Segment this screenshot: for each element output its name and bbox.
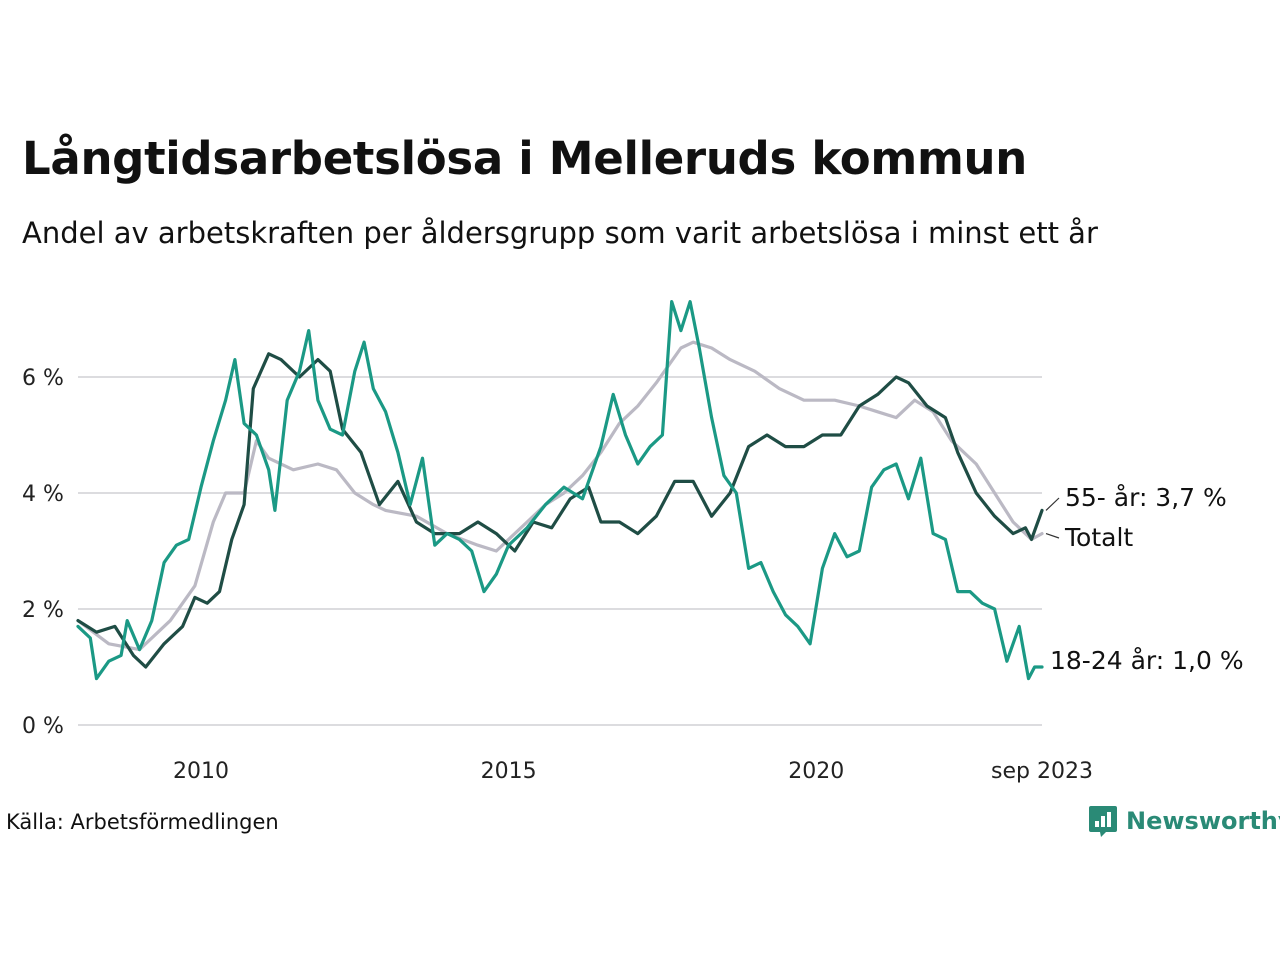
chart-title: Långtidsarbetslösa i Melleruds kommun (22, 132, 1028, 185)
y-tick-label: 2 % (22, 598, 64, 623)
series-end-label: Totalt (1064, 523, 1133, 552)
source-note: Källa: Arbetsförmedlingen (6, 810, 279, 834)
brand-logo: Newsworthy (1088, 804, 1280, 838)
series-line-18-24-r (76, 300, 1044, 681)
x-tick-label: 2020 (788, 759, 844, 784)
chart-subtitle: Andel av arbetskraften per åldersgrupp s… (22, 216, 1098, 250)
line-chart: 0 % 2 % 4 % 6 % 2010 2015 2020 sep 2023 Totalt… (22, 300, 1244, 784)
bar-chart-bubble-icon (1089, 806, 1117, 837)
y-axis: 0 % 2 % 4 % 6 % (22, 366, 64, 739)
grid (78, 376, 1042, 726)
y-tick-label: 4 % (22, 482, 64, 507)
series-end-label: 55- år: 3,7 % (1065, 483, 1227, 512)
y-tick-label: 6 % (22, 366, 64, 391)
brand-name: Newsworthy (1126, 807, 1280, 835)
series-end-label: 18-24 år: 1,0 % (1050, 646, 1244, 675)
x-tick-label: 2015 (481, 759, 537, 784)
series-group (76, 300, 1044, 681)
series-line-totalt (76, 340, 1044, 652)
series-line-55-r (76, 352, 1044, 669)
x-tick-label: 2010 (173, 759, 229, 784)
series-labels: Totalt 55- år: 3,7 % 18-24 år: 1,0 % (1045, 483, 1244, 675)
x-axis: 2010 2015 2020 sep 2023 (173, 759, 1093, 784)
label-connector (1045, 533, 1060, 539)
y-tick-label: 0 % (22, 714, 64, 739)
x-tick-label: sep 2023 (991, 759, 1093, 784)
label-connector (1045, 497, 1060, 511)
